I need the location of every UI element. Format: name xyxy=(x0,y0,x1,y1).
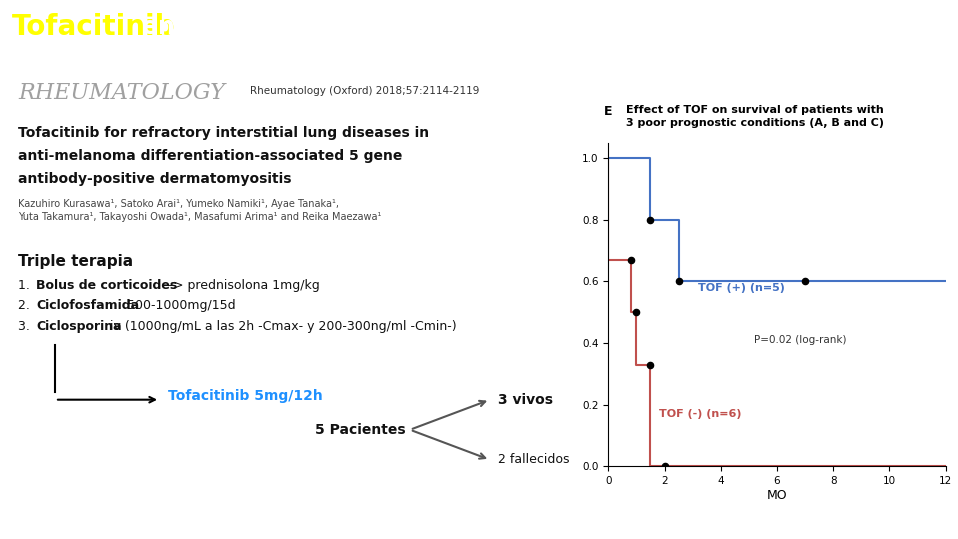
Point xyxy=(643,216,658,224)
Point xyxy=(657,462,673,471)
Text: 1.: 1. xyxy=(18,279,34,293)
Text: anti-melanoma differentiation-associated 5 gene: anti-melanoma differentiation-associated… xyxy=(18,149,402,163)
Text: Bolus de corticoides: Bolus de corticoides xyxy=(36,279,177,293)
Text: iv (1000ng/mL a las 2h -Cmax- y 200-300ng/ml -Cmin-): iv (1000ng/mL a las 2h -Cmax- y 200-300n… xyxy=(110,320,457,333)
X-axis label: MO: MO xyxy=(766,489,787,502)
Text: Effect of TOF on survival of patients with
3 poor prognostic conditions (A, B an: Effect of TOF on survival of patients wi… xyxy=(626,105,883,128)
Point xyxy=(797,277,812,286)
Text: 3.: 3. xyxy=(18,320,34,333)
Text: 2.: 2. xyxy=(18,300,34,313)
Text: Ciclofosfamida: Ciclofosfamida xyxy=(36,300,139,313)
Text: Tofacitinib 5mg/12h: Tofacitinib 5mg/12h xyxy=(168,389,323,403)
Text: 3 vivos: 3 vivos xyxy=(498,393,553,407)
Point xyxy=(671,277,686,286)
Text: Triple terapia: Triple terapia xyxy=(18,254,133,270)
Text: Kazuhiro Kurasawa¹, Satoko Arai¹, Yumeko Namiki¹, Ayae Tanaka¹,: Kazuhiro Kurasawa¹, Satoko Arai¹, Yumeko… xyxy=(18,199,339,209)
Text: en pacientes con síndrome anti-MDA5 refractario: en pacientes con síndrome anti-MDA5 refr… xyxy=(142,15,799,39)
Text: TOF (+) (n=5): TOF (+) (n=5) xyxy=(698,282,786,293)
Text: Tofacitinib for refractory interstitial lung diseases in: Tofacitinib for refractory interstitial … xyxy=(18,126,429,140)
Text: HZ: HZ xyxy=(700,425,722,440)
Text: Tofacitinib: Tofacitinib xyxy=(11,13,175,41)
Text: RHEUMATOLOGY: RHEUMATOLOGY xyxy=(18,82,225,104)
Point xyxy=(643,360,658,369)
Text: 2 fallecidos: 2 fallecidos xyxy=(498,453,569,466)
Text: 5 Pacientes: 5 Pacientes xyxy=(314,423,405,437)
Text: Yuta Takamura¹, Takayoshi Owada¹, Masafumi Arima¹ and Reika Maezawa¹: Yuta Takamura¹, Takayoshi Owada¹, Masafu… xyxy=(18,212,381,222)
Point xyxy=(628,308,644,316)
Text: Rheumatology (Oxford) 2018;57:2114-2119: Rheumatology (Oxford) 2018;57:2114-2119 xyxy=(250,86,479,96)
Text: E: E xyxy=(604,105,612,118)
Text: 500-1000mg/15d: 500-1000mg/15d xyxy=(123,300,236,313)
Text: --> prednisolona 1mg/kg: --> prednisolona 1mg/kg xyxy=(160,279,320,293)
Text: TOF (-) (n=6): TOF (-) (n=6) xyxy=(659,409,741,419)
Text: CMV: CMV xyxy=(700,398,734,413)
Text: P=0.02 (log-rank): P=0.02 (log-rank) xyxy=(755,335,847,345)
Text: Ciclosporina: Ciclosporina xyxy=(36,320,122,333)
Text: antibody-positive dermatomyositis: antibody-positive dermatomyositis xyxy=(18,172,291,186)
Point xyxy=(623,255,638,264)
Text: PTLD-VEB: PTLD-VEB xyxy=(700,452,774,467)
Text: ↑ Infecciones: ↑ Infecciones xyxy=(670,360,829,379)
